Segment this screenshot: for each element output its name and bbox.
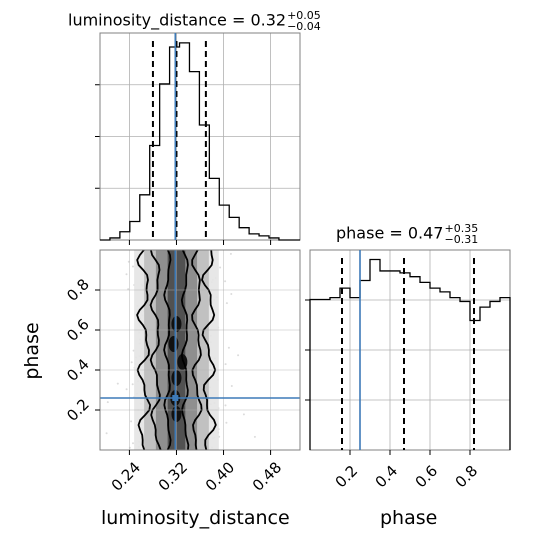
joint-xtick-label-0: 0.24: [108, 458, 144, 494]
right-histogram-step: [309, 258, 511, 450]
joint-density-panel: 0.24 0.32 0.40 0.48 0.2 0.4 0.6 0.8: [63, 249, 301, 495]
joint-frame: [99, 249, 301, 451]
scatter-point: [132, 349, 135, 352]
joint-xtick-label-3: 0.48: [249, 458, 285, 494]
right-histogram-panel: 0.2 0.4 0.6 0.8: [305, 249, 511, 492]
contour-right-1: [191, 249, 203, 451]
scatter-point: [230, 293, 233, 295]
y-axis-label-phase: phase: [21, 322, 43, 380]
scatter-point: [105, 432, 108, 435]
scatter-point: [130, 361, 133, 364]
title-ld-value: luminosity_distance = 0.32: [68, 10, 287, 30]
scatter-point: [125, 273, 128, 276]
contour-left-2: [136, 249, 152, 451]
joint-ytick-label-0: 0.2: [63, 395, 93, 425]
scatter-point: [237, 354, 240, 357]
scatter-point: [132, 265, 134, 268]
right-xtick-label-0: 0.2: [332, 462, 362, 492]
contour-left-1: [149, 249, 162, 451]
title-ld-plus: +0.05: [287, 9, 321, 22]
scatter-point: [106, 401, 109, 404]
scatter-point: [229, 252, 232, 255]
scatter-point: [224, 363, 227, 366]
scatter-point: [116, 382, 119, 385]
scatter-point: [230, 385, 233, 387]
x-axis-label-phase: phase: [380, 507, 438, 529]
scatter-point: [225, 421, 228, 424]
joint-ytick-label-1: 0.4: [63, 355, 93, 385]
scatter-point: [131, 383, 134, 386]
top-histogram-step: [100, 42, 300, 241]
scatter-point: [219, 266, 222, 269]
joint-ytick-label-2: 0.6: [63, 315, 93, 345]
scatter-point: [253, 435, 256, 438]
joint-xtick-label-1: 0.32: [155, 458, 191, 494]
right-xtick-label-2: 0.6: [412, 462, 442, 492]
title-luminosity-distance: luminosity_distance = 0.32 +0.05 −0.04: [68, 10, 321, 32]
title-phase-plus: +0.35: [444, 222, 479, 235]
title-ld-minus: −0.04: [287, 20, 321, 33]
right-xtick-label-3: 0.8: [452, 462, 482, 492]
joint-ytick-label-3: 0.8: [63, 275, 93, 305]
contour-left-0: [163, 249, 172, 451]
scatter-point: [227, 346, 230, 349]
scatter-point: [242, 413, 245, 416]
top-histogram-panel: [95, 32, 301, 245]
density-core-blob-1: [168, 336, 179, 352]
title-phase-minus: −0.31: [444, 233, 479, 246]
scatter-point: [225, 302, 228, 305]
top-frame: [99, 32, 301, 241]
right-xtick-label-1: 0.4: [372, 462, 402, 492]
scatter-point: [132, 442, 134, 445]
contour-right-0: [180, 249, 190, 451]
title-phase-value: phase = 0.47: [336, 223, 444, 243]
contour-right-2: [201, 249, 217, 451]
x-axis-label-luminosity-distance: luminosity_distance: [101, 507, 290, 529]
scatter-point: [224, 404, 227, 407]
title-phase: phase = 0.47 +0.35 −0.31: [336, 223, 478, 245]
scatter-point: [125, 388, 128, 391]
scatter-point: [130, 420, 133, 423]
joint-xtick-label-2: 0.40: [202, 458, 238, 494]
truth-marker: [172, 395, 179, 401]
scatter-point: [224, 280, 227, 283]
